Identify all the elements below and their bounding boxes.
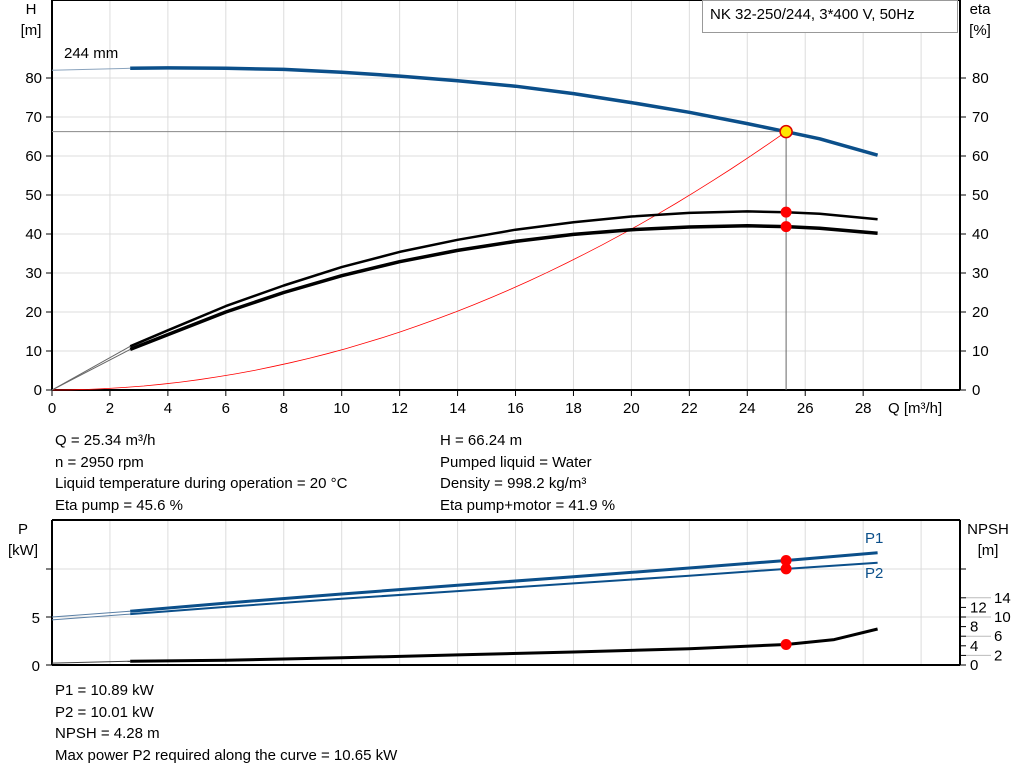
npsh-axis-label-unit: [m]: [978, 542, 999, 559]
P2-extrapolated-curve: [51, 613, 131, 621]
p2-series-label: P2: [865, 565, 883, 582]
y-axis-label-left: H: [26, 1, 37, 18]
eta-pump-motor-extrapolated-curve: [51, 348, 131, 391]
x-tick-label: 18: [565, 400, 582, 417]
info-temperature: Liquid temperature during operation = 20…: [55, 475, 348, 492]
x-tick-label: 12: [391, 400, 408, 417]
npsh-axis-label: NPSH: [967, 521, 1009, 538]
y-tick-label-right: 40: [972, 226, 989, 243]
info-speed: n = 2950 rpm: [55, 453, 144, 471]
NPSH-curve: [130, 627, 878, 663]
y-tick-label-left: 40: [25, 226, 42, 243]
y-tick-label-left: 20: [25, 304, 42, 321]
info-eta-total: Eta pump+motor = 41.9 %: [440, 496, 616, 514]
y-tick-label-right: 0: [972, 382, 980, 399]
info-flow: Q = 25.34 m³/h: [55, 432, 156, 449]
P2-curve: [130, 561, 878, 616]
x-tick-label: 28: [855, 400, 872, 417]
eta-pump-motor-curve: [129, 224, 878, 352]
H-extrapolated-curve: [51, 67, 131, 71]
y-tick-label-left: 60: [25, 148, 42, 165]
p-axis-label: P: [18, 521, 28, 538]
info-bottom: P1 = 10.89 kW P2 = 10.01 kW NPSH = 4.28 …: [55, 680, 397, 766]
y-tick-label-right: 70: [972, 109, 989, 126]
x-tick-label: 22: [681, 400, 698, 417]
p1-duty-point: [780, 554, 792, 566]
H-curve: [130, 66, 879, 157]
y-tick-label-left: 0: [34, 382, 42, 399]
info-npsh: NPSH = 4.28 m: [55, 725, 160, 742]
y-tick-label-left: 30: [25, 265, 42, 282]
x-tick-label: 26: [797, 400, 814, 417]
y-tick-label-left: 80: [25, 70, 42, 87]
eta-pump-curve: [129, 210, 878, 348]
npsh-tick-label: 6: [994, 628, 1002, 645]
x-tick-label: 0: [48, 400, 56, 417]
x-tick-label: 16: [507, 400, 524, 417]
y-axis-label-right: eta: [970, 1, 992, 18]
npsh-tick-label: 12: [970, 599, 987, 616]
system-curve: [51, 131, 787, 391]
x-tick-label: 10: [333, 400, 350, 417]
p-tick-label: 5: [32, 610, 40, 627]
p2-duty-point: [780, 563, 792, 575]
y-tick-label-right: 30: [972, 265, 989, 282]
y-tick-label-right: 50: [972, 187, 989, 204]
npsh-tick-label: 10: [994, 609, 1011, 626]
x-tick-label: 14: [449, 400, 466, 417]
info-head: H = 66.24 m: [440, 432, 523, 449]
npsh-tick-label: 8: [970, 619, 978, 636]
eta-pump-duty-point: [780, 206, 792, 218]
x-axis-label: Q [m³/h]: [888, 400, 942, 417]
info-liquid: Pumped liquid = Water: [440, 453, 592, 471]
p-axis-label-unit: [kW]: [8, 542, 38, 559]
x-tick-label: 24: [739, 400, 756, 417]
y-tick-label-left: 50: [25, 187, 42, 204]
info-top-right: H = 66.24 m Pumped liquid = Water Densit…: [440, 430, 615, 516]
y-axis-label-right-unit: [%]: [969, 22, 991, 39]
x-tick-label: 8: [280, 400, 288, 417]
y-tick-label-left: 10: [25, 343, 42, 360]
impeller-diameter-label: 244 mm: [64, 45, 118, 62]
npsh-tick-label: 14: [994, 590, 1011, 607]
info-p2: P2 = 10.01 kW: [55, 703, 154, 721]
info-max-power: Max power P2 required along the curve = …: [55, 746, 398, 764]
p-tick-label: 0: [32, 658, 40, 675]
info-p1: P1 = 10.89 kW: [55, 682, 154, 699]
info-density: Density = 998.2 kg/m³: [440, 475, 587, 492]
chart-title: NK 32-250/244, 3*400 V, 50Hz: [710, 6, 915, 23]
P1-extrapolated-curve: [51, 610, 131, 618]
info-eta-pump: Eta pump = 45.6 %: [55, 496, 183, 514]
y-tick-label-right: 60: [972, 148, 989, 165]
x-tick-label: 20: [623, 400, 640, 417]
head-duty-point: [779, 124, 793, 139]
eta-total-duty-point: [780, 221, 792, 233]
npsh-tick-label: 0: [970, 657, 978, 674]
npsh-duty-point: [780, 638, 792, 650]
x-tick-label: 4: [164, 400, 172, 417]
NPSH-extrapolated-curve: [51, 660, 131, 664]
p1-series-label: P1: [865, 530, 883, 547]
P1-curve: [130, 551, 878, 613]
npsh-tick-label: 2: [994, 647, 1002, 664]
y-tick-label-left: 70: [25, 109, 42, 126]
title-box: [702, 0, 958, 33]
y-tick-label-right: 20: [972, 304, 989, 321]
y-axis-label-left-unit: [m]: [21, 22, 42, 39]
y-tick-label-right: 10: [972, 343, 989, 360]
x-tick-label: 2: [106, 400, 114, 417]
npsh-tick-label: 4: [970, 638, 978, 655]
y-tick-label-right: 80: [972, 70, 989, 87]
x-tick-label: 6: [222, 400, 230, 417]
info-top-left: Q = 25.34 m³/h n = 2950 rpm Liquid tempe…: [55, 430, 347, 516]
